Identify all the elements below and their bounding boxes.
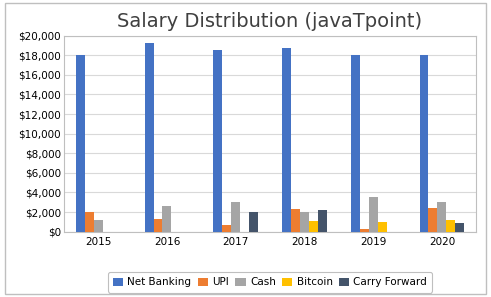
- Bar: [249, 212, 258, 232]
- Bar: [455, 223, 464, 232]
- Bar: [282, 48, 291, 232]
- Bar: [291, 209, 300, 232]
- Title: Salary Distribution (javaTpoint): Salary Distribution (javaTpoint): [117, 12, 423, 31]
- Bar: [318, 210, 327, 232]
- Bar: [85, 212, 94, 232]
- Bar: [351, 55, 360, 232]
- Bar: [300, 212, 309, 232]
- Bar: [446, 220, 455, 232]
- Bar: [309, 221, 318, 232]
- Bar: [76, 55, 85, 232]
- Bar: [419, 55, 429, 232]
- Bar: [144, 43, 154, 232]
- Bar: [378, 222, 386, 232]
- Legend: Net Banking, UPI, Cash, Bitcoin, Carry Forward: Net Banking, UPI, Cash, Bitcoin, Carry F…: [108, 272, 433, 293]
- Bar: [222, 225, 231, 232]
- Bar: [437, 202, 446, 232]
- Bar: [163, 206, 171, 232]
- Bar: [231, 202, 240, 232]
- Bar: [213, 50, 222, 232]
- Bar: [154, 219, 163, 232]
- Bar: [429, 208, 437, 232]
- Bar: [94, 220, 103, 232]
- Bar: [369, 198, 378, 232]
- Bar: [360, 229, 369, 232]
